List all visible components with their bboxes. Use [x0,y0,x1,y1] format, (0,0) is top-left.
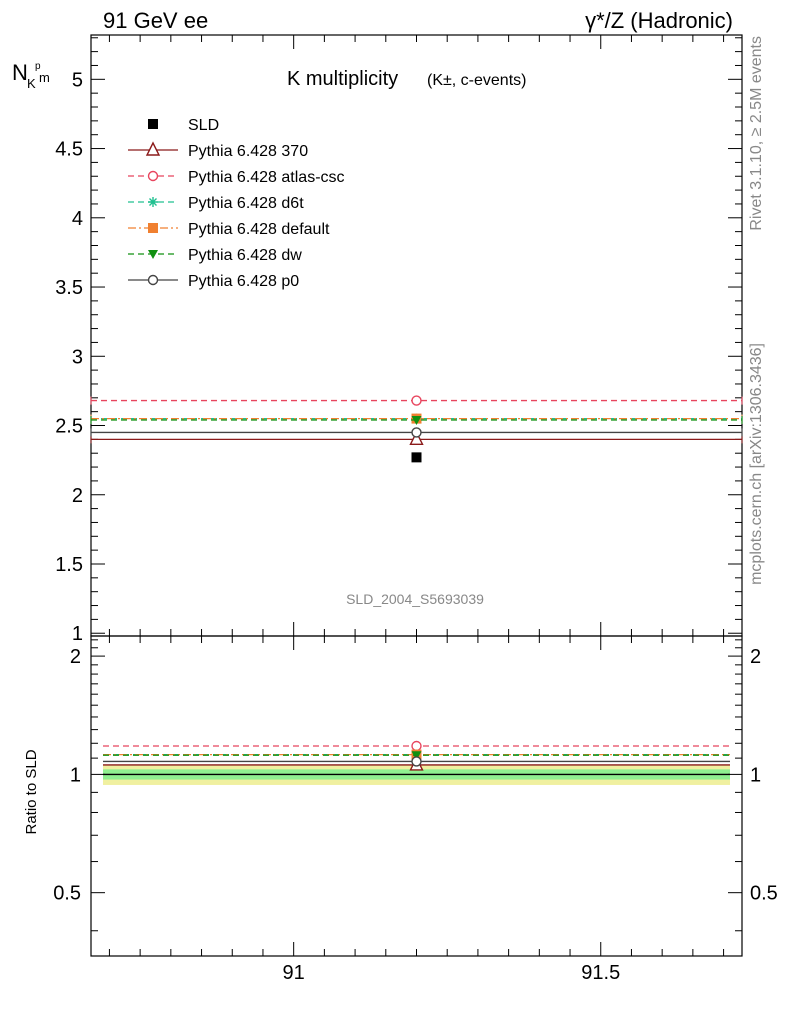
ratio-band-layer [103,764,730,785]
series-point-1 [409,430,424,446]
ratio-axis-ticks: 0.5 0.5 1 1 2 2 [53,639,778,932]
legend-marker-6 [147,274,159,286]
main-ytick-label: 3.5 [55,277,83,299]
ratio-ylabel: Ratio to SLD [23,749,40,834]
legend-marker-3 [148,197,158,207]
rivet-label: Rivet 3.1.10, ≥ 2.5M events [748,36,765,231]
ratio-ytick-label-right: 2 [750,646,761,668]
main-ytick-label: 1.5 [55,554,83,576]
legend-label-1: Pythia 6.428 370 [188,143,308,160]
xtick-label: 91 [283,962,305,984]
ratio-panel-frame [90,635,743,957]
main-ylabel-p: p [35,61,41,72]
legend-label-0: SLD [188,117,219,134]
legend-marker-4 [148,223,158,233]
legend-label-6: Pythia 6.428 p0 [188,273,299,290]
series-point-0 [411,452,422,463]
series-point-6 [411,427,422,438]
main-ytick-label: 4.5 [55,139,83,161]
x-axis-ticks: 91 91.5 [108,35,725,984]
mcplots-label: mcplots.cern.ch [arXiv:1306.3436] [748,343,765,585]
main-ytick-label: 1 [72,623,83,645]
ratio-series-layer [103,740,730,771]
main-ylabel: N K p m [12,60,50,91]
legend-label-3: Pythia 6.428 d6t [188,195,304,212]
legend: SLD Pythia 6.428 370 Pythia 6.428 atlas-cs… [128,117,345,290]
legend-marker-0 [148,119,158,129]
main-ytick-label: 3 [72,346,83,368]
main-ytick-label: 5 [72,69,83,91]
main-ytick-label: 2.5 [55,416,83,438]
legend-label-5: Pythia 6.428 dw [188,247,302,264]
legend-label-2: Pythia 6.428 atlas-csc [188,169,345,186]
main-series-layer [90,395,743,463]
main-ylabel-m: m [39,70,50,85]
ratio-ytick-label-right: 1 [750,764,761,786]
main-ytick-label: 2 [72,485,83,507]
series-point-2 [411,395,422,406]
ratio-point-5 [411,756,422,767]
header-left: 91 GeV ee [103,8,208,33]
plot-title: K multiplicity (K±, c-events) [287,68,526,90]
ratio-ytick-label-right: 0.5 [750,883,778,905]
legend-marker-5 [148,250,158,259]
analysis-watermark: SLD_2004_S5693039 [346,591,484,607]
plot-title-main: K multiplicity [287,68,398,90]
main-ylabel-n: N [12,60,28,85]
legend-marker-2 [147,170,159,182]
header-right: γ*/Z (Hadronic) [585,8,733,33]
legend-label-4: Pythia 6.428 default [188,221,330,238]
main-ylabel-k: K [27,76,36,91]
legend-marker-1 [145,141,161,156]
ratio-ytick-label-left: 2 [70,646,81,668]
plot-title-sub: (K±, c-events) [427,72,526,89]
ratio-ytick-label-left: 0.5 [53,883,81,905]
ratio-ytick-label-left: 1 [70,764,81,786]
main-axis-ticks: 1 1.5 2 2.5 3 3.5 4 4.5 5 [55,37,742,645]
ratio-point-1 [411,740,422,752]
ratio-point-4 [411,751,422,761]
xtick-label: 91.5 [581,962,620,984]
main-ytick-label: 4 [72,208,83,230]
series-point-5 [411,415,422,425]
